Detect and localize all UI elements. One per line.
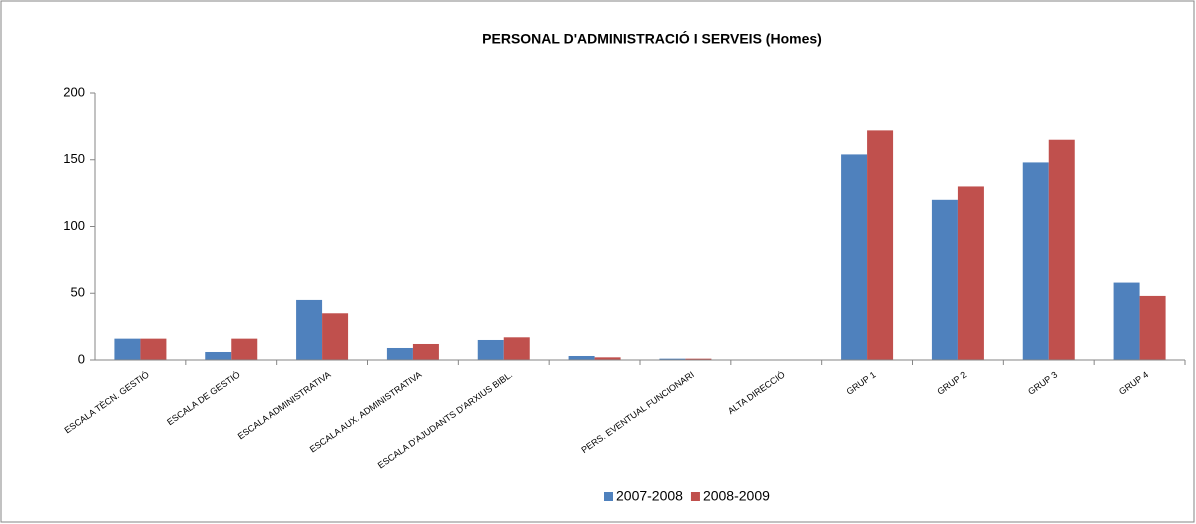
bar — [594, 357, 621, 360]
bar — [296, 299, 323, 360]
bar — [140, 338, 167, 360]
chart-title: PERSONAL D'ADMINISTRACIÓ I SERVEIS (Home… — [482, 30, 822, 47]
y-tick-label: 100 — [63, 218, 85, 233]
bar — [568, 355, 595, 360]
bar — [205, 351, 232, 360]
y-tick-label: 50 — [71, 285, 85, 300]
bar — [931, 199, 958, 360]
bar — [1022, 162, 1049, 360]
bar — [1139, 295, 1166, 360]
legend-label: 2007-2008 — [616, 488, 683, 504]
bar — [477, 339, 504, 360]
y-tick-label: 150 — [63, 151, 85, 166]
bar — [957, 186, 984, 360]
bar — [841, 154, 868, 360]
legend-label: 2008-2009 — [703, 488, 770, 504]
bar — [322, 313, 349, 360]
legend-swatch — [604, 492, 613, 501]
legend-swatch — [690, 492, 700, 501]
bar — [867, 130, 894, 360]
y-tick-label: 0 — [78, 351, 85, 366]
bar — [685, 358, 712, 360]
bar — [386, 347, 413, 360]
bar — [1048, 139, 1075, 360]
bar — [659, 358, 686, 360]
bar — [412, 343, 439, 360]
bar — [503, 337, 530, 360]
bar — [114, 338, 141, 360]
y-tick-label: 200 — [63, 84, 85, 99]
bar — [231, 338, 258, 360]
bar — [1113, 282, 1140, 360]
